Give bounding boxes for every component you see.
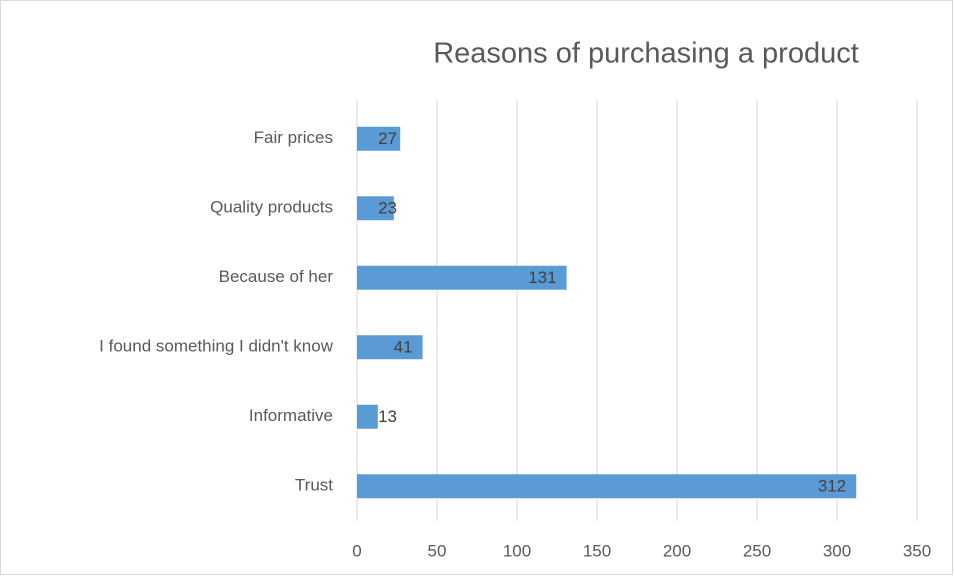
x-tick-label: 150	[583, 541, 611, 560]
bar	[357, 126, 401, 151]
y-tick-label: Informative	[249, 406, 333, 425]
bar	[357, 404, 378, 429]
x-tick-label: 50	[428, 541, 447, 560]
x-tick-label: 200	[663, 541, 691, 560]
bar	[357, 335, 423, 360]
x-tick-label: 0	[352, 541, 361, 560]
value-label: 23	[378, 199, 397, 218]
x-tick-label: 300	[823, 541, 851, 560]
value-label: 131	[528, 268, 556, 287]
value-label: 13	[378, 407, 397, 426]
y-tick-label: I found something I didn't know	[99, 337, 334, 356]
y-tick-label: Because of her	[219, 267, 334, 286]
x-tick-label: 350	[903, 541, 931, 560]
value-label: 27	[378, 129, 397, 148]
value-label: 41	[394, 338, 413, 357]
x-tick-label: 250	[743, 541, 771, 560]
bar	[357, 196, 394, 221]
y-tick-label: Trust	[295, 476, 333, 495]
x-tick-label: 100	[503, 541, 531, 560]
bar	[357, 265, 567, 290]
value-label: 312	[818, 477, 846, 496]
y-tick-label: Quality products	[210, 198, 333, 217]
bar	[357, 474, 857, 499]
chart-title: Reasons of purchasing a product	[433, 38, 859, 70]
y-tick-label: Fair prices	[254, 128, 333, 147]
